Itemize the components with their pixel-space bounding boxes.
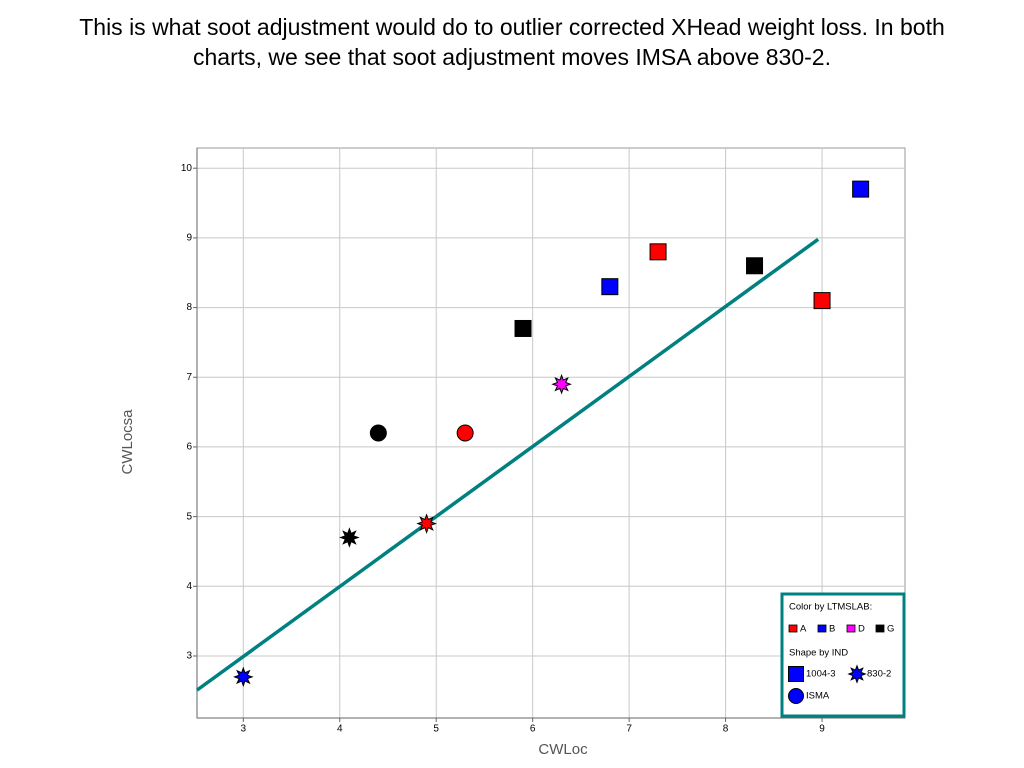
scatter-point — [649, 243, 667, 261]
scatter-point — [852, 180, 870, 198]
scatter-point — [416, 513, 437, 534]
legend-label: D — [858, 624, 865, 635]
legend-swatch — [817, 624, 827, 633]
y-tick-label: 8 — [186, 302, 192, 313]
y-tick-label: 5 — [186, 511, 192, 522]
legend-shape — [788, 688, 804, 704]
legend-title: Shape by IND — [789, 648, 848, 659]
x-tick-label: 3 — [241, 724, 247, 735]
legend-swatch — [846, 624, 856, 633]
y-axis-label: CWLocsa — [119, 409, 136, 475]
chart-title: This is what soot adjustment would do to… — [79, 14, 945, 70]
scatter-point — [339, 527, 360, 548]
legend-swatch — [788, 624, 798, 633]
legend-shape — [788, 666, 804, 682]
y-tick-label: 3 — [186, 651, 192, 662]
scatter-point — [514, 319, 532, 337]
x-tick-label: 6 — [530, 724, 536, 735]
x-tick-label: 4 — [337, 724, 343, 735]
legend-label: G — [887, 624, 894, 635]
y-tick-label: 10 — [181, 163, 193, 174]
scatter-point — [551, 373, 572, 395]
legend-label: A — [800, 624, 807, 635]
x-tick-label: 9 — [819, 724, 825, 735]
y-tick-label: 9 — [186, 233, 192, 244]
y-tick-label: 7 — [186, 372, 192, 383]
legend-box — [780, 592, 906, 718]
x-axis-label: CWLoc — [538, 741, 588, 758]
legend-label: B — [829, 624, 835, 635]
legend-shape — [847, 664, 867, 684]
trend-line — [195, 237, 820, 692]
x-tick-label: 5 — [433, 724, 439, 735]
legend-label: 1004-3 — [806, 669, 836, 680]
scatter-point — [746, 257, 764, 275]
x-tick-label: 7 — [626, 724, 632, 735]
scatter-point — [233, 666, 254, 688]
scatter-point — [813, 292, 831, 310]
scatter-point — [456, 424, 474, 442]
scatter-point — [601, 278, 619, 296]
y-tick-label: 4 — [186, 581, 192, 592]
legend-swatch — [875, 624, 885, 633]
x-tick-label: 8 — [723, 724, 729, 735]
legend-title: Color by LTMSLAB: — [789, 602, 872, 613]
scatter-point — [369, 424, 387, 442]
y-tick-label: 6 — [186, 442, 192, 453]
legend-label: 830-2 — [867, 669, 891, 680]
legend-label: ISMA — [806, 691, 830, 702]
